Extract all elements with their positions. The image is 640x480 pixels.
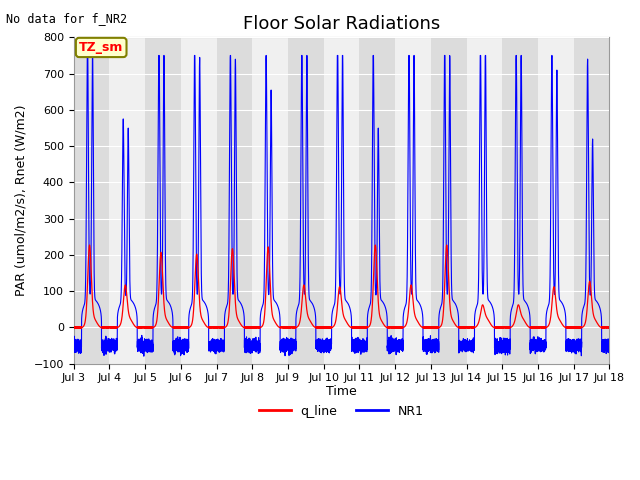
Bar: [609, 37, 640, 364]
Text: TZ_sm: TZ_sm: [79, 41, 124, 54]
Y-axis label: PAR (umol/m2/s), Rnet (W/m2): PAR (umol/m2/s), Rnet (W/m2): [15, 105, 28, 296]
Bar: [216, 37, 252, 364]
Bar: [502, 37, 538, 364]
Bar: [395, 37, 431, 364]
Bar: [109, 37, 145, 364]
Bar: [181, 37, 216, 364]
Bar: [74, 37, 109, 364]
Legend: q_line, NR1: q_line, NR1: [255, 400, 429, 423]
Bar: [538, 37, 573, 364]
Bar: [252, 37, 288, 364]
Bar: [360, 37, 395, 364]
Bar: [145, 37, 181, 364]
Text: No data for f_NR2: No data for f_NR2: [6, 12, 127, 25]
Bar: [288, 37, 324, 364]
Bar: [431, 37, 467, 364]
Title: Floor Solar Radiations: Floor Solar Radiations: [243, 15, 440, 33]
Bar: [324, 37, 360, 364]
Bar: [467, 37, 502, 364]
X-axis label: Time: Time: [326, 385, 357, 398]
Bar: [573, 37, 609, 364]
